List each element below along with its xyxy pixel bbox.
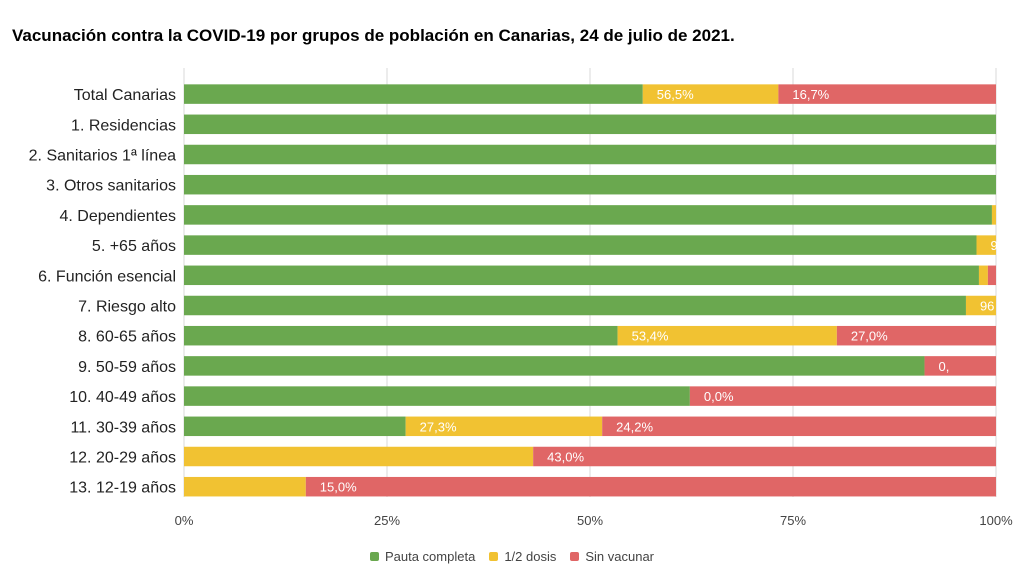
bar-segment — [184, 174, 996, 195]
legend-item[interactable]: Pauta completa — [369, 549, 476, 564]
bar-segment — [305, 476, 996, 497]
bar-segment — [689, 386, 996, 406]
data-label: 27,3% — [420, 419, 457, 434]
chart-title: Vacunación contra la COVID-19 por grupos… — [12, 26, 735, 45]
bar-segment — [184, 416, 406, 437]
bar-segment — [184, 114, 996, 135]
data-label: 27,0% — [851, 329, 888, 344]
legend-item[interactable]: 1/2 dosis — [489, 549, 556, 564]
bar-segment — [533, 446, 996, 467]
x-axis-ticks: 0% 25% 50% 75% 100% — [175, 513, 1013, 528]
bar-segment — [184, 144, 996, 165]
x-tick-label: 100% — [979, 513, 1013, 528]
bar-segment — [642, 84, 779, 104]
bar-segment — [184, 84, 643, 104]
category-labels: Total Canarias 1. Residencias 2. Sanitario… — [29, 87, 176, 497]
bar-segment — [184, 235, 977, 255]
data-label: 53,4% — [632, 329, 669, 344]
legend-label: 1/2 dosis — [504, 549, 557, 564]
category-label: 4. Dependientes — [59, 208, 176, 225]
category-label: 7. Riesgo alto — [78, 299, 176, 316]
bar-segment — [184, 205, 992, 225]
data-label: 56,5% — [657, 87, 694, 102]
data-label: 15,0% — [320, 480, 357, 495]
data-label: 0, — [939, 359, 950, 374]
category-label: 12. 20-29 años — [69, 450, 176, 467]
category-label: 11. 30-39 años — [70, 419, 176, 436]
bar-segment — [987, 265, 996, 286]
bar-segment — [924, 356, 996, 376]
legend-item[interactable]: Sin vacunar — [570, 549, 654, 564]
category-label: 1. Residencias — [71, 117, 176, 134]
category-label: 2. Sanitarios 1ª línea — [29, 148, 176, 165]
x-tick-label: 25% — [374, 513, 400, 528]
bar-segment — [184, 356, 925, 376]
data-label: 16,7% — [792, 87, 829, 102]
x-tick-label: 75% — [780, 513, 806, 528]
category-label: 9. 50-59 años — [78, 359, 176, 376]
bar-segment — [184, 265, 979, 286]
bars: 56,5%16,7%969653,4%27,0%91,2%0,62,3%0,0%… — [184, 84, 1009, 497]
legend-swatch — [489, 552, 499, 561]
bar-segment — [836, 325, 996, 346]
bar-segment — [184, 476, 306, 497]
bar-segment — [978, 265, 988, 286]
data-label: 0,0% — [704, 389, 734, 404]
data-label: 6 — [1002, 268, 1009, 283]
category-label: Total Canarias — [74, 87, 176, 104]
bar-segment — [976, 235, 996, 255]
category-label: 8. 60-65 años — [78, 329, 176, 346]
bar-segment — [184, 325, 618, 346]
category-label: 6. Función esencial — [38, 268, 176, 285]
category-label: 13. 12-19 años — [69, 480, 176, 497]
category-label: 10. 40-49 años — [69, 389, 176, 406]
legend-swatch — [570, 552, 580, 561]
data-label: 9 — [991, 238, 998, 253]
bar-segment — [965, 295, 996, 316]
legend-label: Sin vacunar — [585, 549, 655, 564]
bar-segment — [778, 84, 996, 104]
x-tick-label: 50% — [577, 513, 603, 528]
data-label: 96 — [980, 299, 994, 314]
bar-segment — [184, 446, 534, 467]
data-label: 24,2% — [616, 419, 653, 434]
bar-segment — [405, 416, 603, 437]
category-label: 5. +65 años — [92, 238, 176, 255]
legend-swatch — [369, 552, 379, 561]
bar-segment — [602, 416, 996, 437]
bar-segment — [991, 205, 996, 225]
category-label: 3. Otros sanitarios — [46, 178, 176, 195]
data-label: 43,0% — [547, 450, 584, 465]
bar-segment — [184, 386, 690, 406]
legend-label: Pauta completa — [384, 549, 476, 564]
bar-segment — [184, 295, 966, 316]
legend: Pauta completa 1/2 dosis Sin vacunar — [0, 549, 1024, 564]
bar-segment — [617, 325, 837, 346]
x-tick-label: 0% — [175, 513, 194, 528]
